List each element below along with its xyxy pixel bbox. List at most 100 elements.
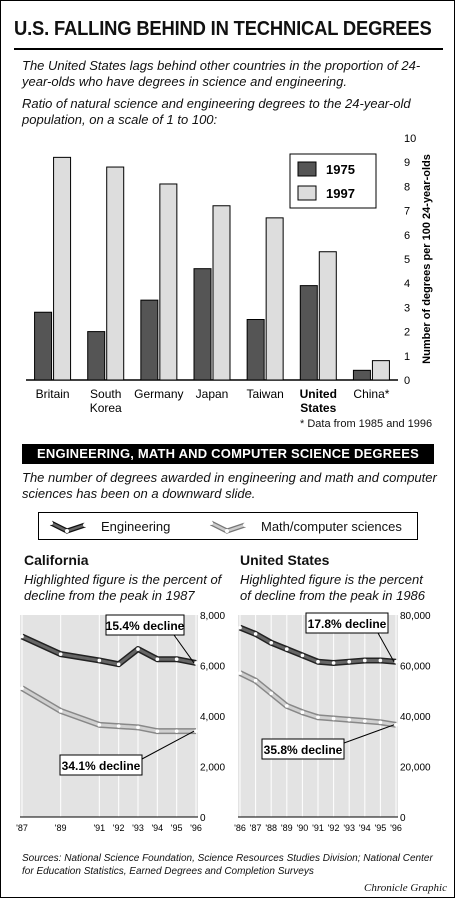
data-point	[269, 691, 274, 696]
annotation-label: 35.8% decline	[264, 743, 343, 757]
x-tick-label: '93	[343, 823, 355, 833]
chart-subtitle: Ratio of natural science and engineering…	[22, 96, 411, 127]
data-point	[285, 647, 289, 651]
data-point	[20, 634, 24, 639]
bar-1997	[53, 156, 72, 381]
data-point	[269, 640, 274, 645]
bar-1975	[246, 319, 265, 381]
legend-swatch-1997	[297, 185, 317, 201]
data-point	[300, 653, 305, 658]
bar-1997	[318, 251, 337, 381]
x-tick-label: '96	[390, 823, 402, 833]
y-tick-label: 6	[404, 230, 410, 242]
x-tick-label: '88	[265, 823, 277, 833]
x-tick-label: '91	[93, 823, 105, 833]
legend-swatch-1975	[297, 161, 317, 177]
california-title: California	[24, 552, 89, 568]
data-point	[58, 709, 63, 713]
bar-legend: 1975 1997	[289, 153, 377, 209]
data-point	[58, 652, 63, 656]
y-tick-label: 8	[404, 181, 410, 193]
y-axis-label: Number of degrees per 100 24-year-olds	[421, 154, 433, 364]
x-tick-label: '89	[281, 823, 293, 833]
annotation-box	[261, 738, 345, 760]
bar-1975	[34, 311, 53, 381]
y-tick-label: 20,000	[400, 763, 431, 774]
us-title: United States	[240, 552, 330, 568]
legend-math-label: Math/computer sciences	[261, 519, 402, 534]
x-tick-label: '87	[16, 823, 28, 833]
data-point	[378, 658, 383, 663]
y-tick-label: 10	[404, 133, 416, 145]
data-point	[316, 715, 320, 720]
bar-1997	[265, 217, 284, 381]
section-intro: The number of degrees awarded in enginee…	[22, 470, 437, 501]
category-label: Taiwan	[246, 387, 283, 401]
intro-text: The United States lags behind other coun…	[22, 58, 421, 89]
data-point	[155, 729, 160, 733]
annotation-leader	[173, 634, 195, 664]
data-point	[316, 659, 320, 664]
data-point	[136, 647, 140, 651]
x-tick-label: '94	[151, 823, 163, 833]
y-tick-label: 0	[404, 375, 410, 387]
bar-1997	[212, 205, 231, 381]
y-tick-label: 5	[404, 254, 410, 266]
annotation-box	[59, 754, 143, 776]
y-tick-label: 80,000	[400, 611, 431, 622]
bar-1975	[352, 369, 371, 381]
page-title: U.S. FALLING BEHIND IN TECHNICAL DEGREES	[14, 18, 432, 40]
data-point	[97, 723, 102, 727]
category-label: South	[90, 387, 121, 401]
sources: Sources: National Science Foundation, Sc…	[22, 853, 433, 877]
credit: Chronicle Graphic	[364, 882, 447, 894]
section-band: ENGINEERING, MATH AND COMPUTER SCIENCE D…	[22, 444, 434, 464]
data-point	[331, 661, 336, 665]
y-tick-label: 2,000	[200, 763, 225, 774]
data-point	[347, 659, 352, 664]
y-tick-label: 60,000	[400, 662, 431, 673]
category-label: Korea	[90, 401, 122, 415]
bar-1975	[140, 299, 159, 381]
x-tick-label: '93	[132, 823, 144, 833]
annotation-label: 34.1% decline	[62, 759, 141, 773]
annotation-box	[305, 612, 389, 634]
y-tick-label: 4	[404, 278, 410, 290]
legend-label-1975: 1975	[326, 162, 355, 177]
annotation-label: 15.4% decline	[106, 619, 185, 633]
y-tick-label: 7	[404, 206, 410, 218]
data-point	[347, 717, 352, 722]
y-tick-label: 6,000	[200, 662, 225, 673]
x-tick-label: '92	[328, 823, 340, 833]
line-legend: Engineering Math/computer sciences	[38, 512, 418, 540]
bar-1997	[371, 360, 390, 381]
y-tick-label: 8,000	[200, 611, 225, 622]
annotation-label: 17.8% decline	[308, 617, 387, 631]
category-label: China*	[353, 387, 389, 401]
annotation-box	[105, 614, 185, 636]
data-point	[238, 671, 242, 675]
annotation-leader	[141, 730, 195, 760]
x-tick-label: '95	[375, 823, 387, 833]
y-tick-label: 9	[404, 157, 410, 169]
data-point	[174, 729, 179, 733]
x-tick-label: '87	[250, 823, 262, 833]
california-subtitle: Highlighted figure is the percent of dec…	[24, 572, 222, 603]
series-line-inner	[21, 686, 196, 733]
data-point	[174, 657, 179, 661]
footnote: * Data from 1985 and 1996	[300, 418, 433, 430]
data-point	[116, 724, 121, 728]
annotation-leader	[343, 724, 395, 744]
bar-1997	[106, 166, 125, 381]
bar-1997	[159, 183, 178, 381]
data-point	[331, 716, 336, 721]
x-tick-label: '95	[171, 823, 183, 833]
category-label: States	[300, 401, 336, 415]
y-tick-label: 40,000	[400, 712, 431, 723]
y-tick-label: 0	[200, 813, 206, 824]
x-tick-label: '91	[312, 823, 324, 833]
series-line-inner	[21, 635, 197, 666]
bar-1975	[193, 268, 212, 381]
us-subtitle: Highlighted figure is the percent of dec…	[240, 572, 426, 603]
